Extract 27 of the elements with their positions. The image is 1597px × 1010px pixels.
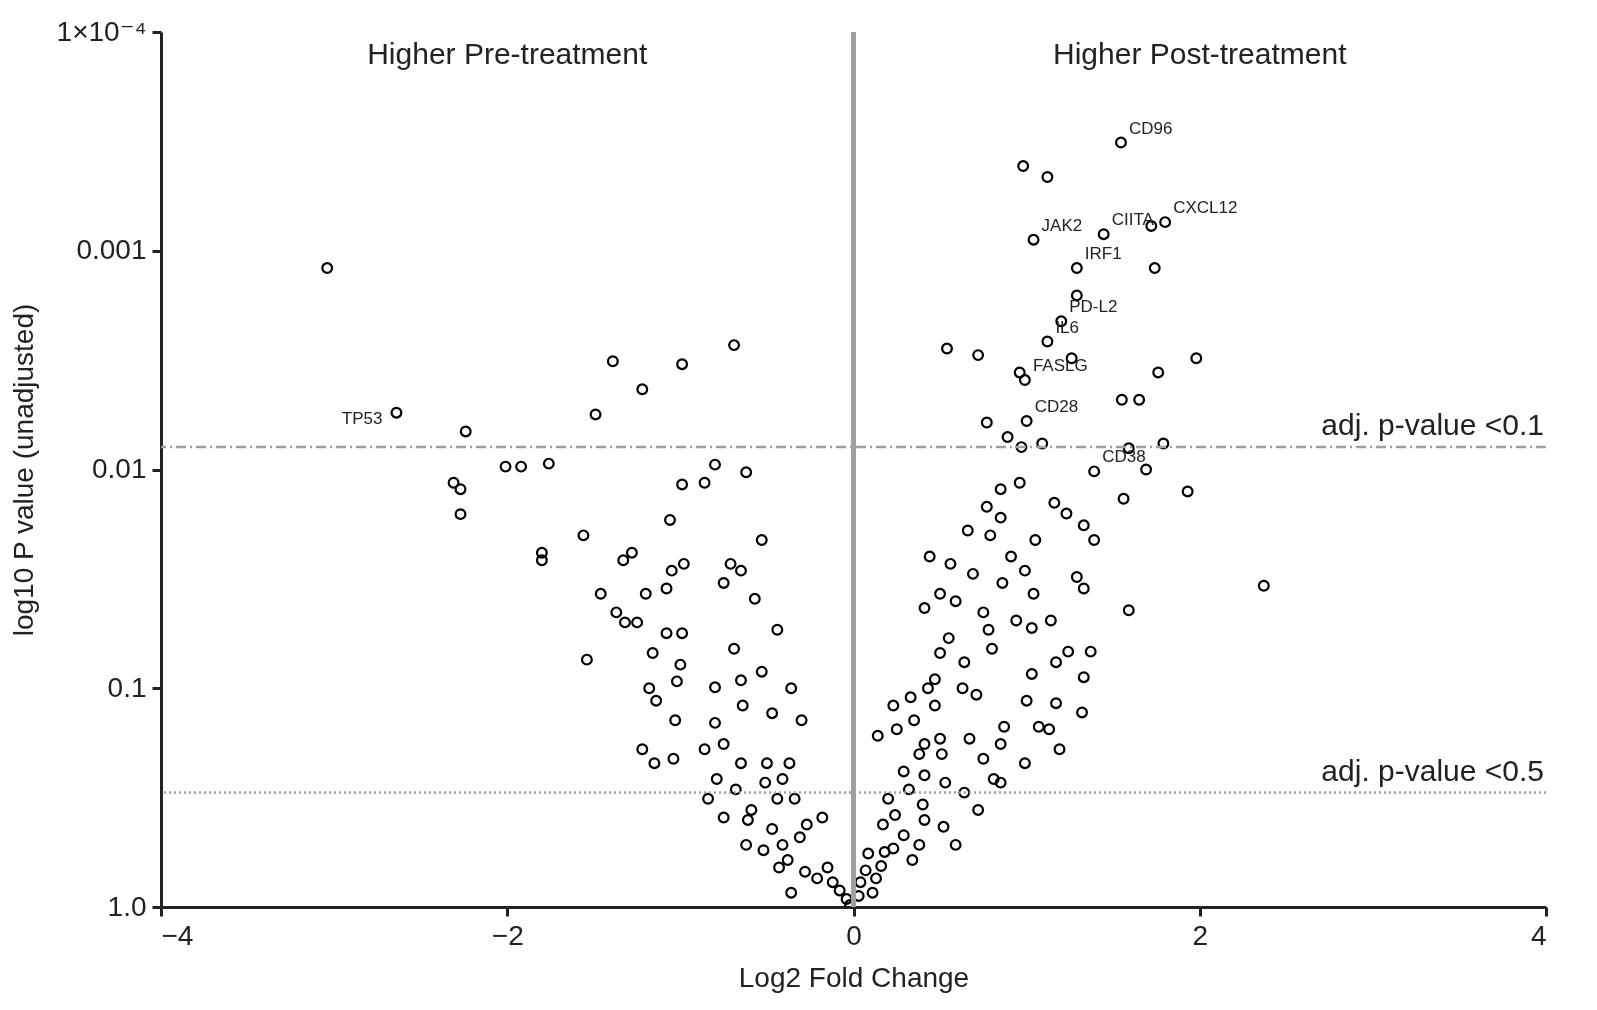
annotation: CXCL12 bbox=[1173, 198, 1238, 218]
annotation: Higher Pre-treatment bbox=[367, 37, 648, 70]
annotation: JAK2 bbox=[1041, 215, 1083, 235]
annotation: CIITA bbox=[1111, 210, 1155, 230]
annotation: CD28 bbox=[1034, 396, 1079, 416]
y-tick-label: 0.01 bbox=[92, 453, 147, 484]
y-tick-label: 0.1 bbox=[107, 671, 147, 703]
ref-line-label: adj. p-value <0.1 bbox=[1321, 408, 1544, 442]
annotation: CD38 bbox=[1102, 447, 1146, 467]
annotation: TP53 bbox=[341, 408, 383, 428]
x-tick-label: 4 bbox=[1530, 919, 1547, 951]
annotation: IRF1 bbox=[1084, 244, 1122, 264]
y-tick-label: 1.0 bbox=[107, 890, 147, 922]
ref-line-label: adj. p-value <0.5 bbox=[1321, 753, 1544, 787]
x-tick-label: 2 bbox=[1192, 919, 1209, 951]
y-tick-label: 1×10⁻⁴ bbox=[56, 15, 147, 47]
annotation: CD96 bbox=[1128, 118, 1173, 138]
y-tick-label: 0.001 bbox=[76, 234, 147, 266]
annotation: FASLG bbox=[1032, 356, 1088, 376]
y-axis-title: log10 P value (unadjusted) bbox=[7, 303, 39, 637]
x-tick-label: 0 bbox=[846, 919, 862, 951]
annotation: Higher Post-treatment bbox=[1053, 37, 1348, 70]
x-axis-title: Log2 Fold Change bbox=[738, 961, 970, 993]
x-tick-label: −4 bbox=[161, 919, 194, 951]
annotation: PD-L2 bbox=[1069, 297, 1118, 317]
x-tick-label: −2 bbox=[491, 919, 524, 951]
annotation: IL6 bbox=[1055, 317, 1080, 337]
